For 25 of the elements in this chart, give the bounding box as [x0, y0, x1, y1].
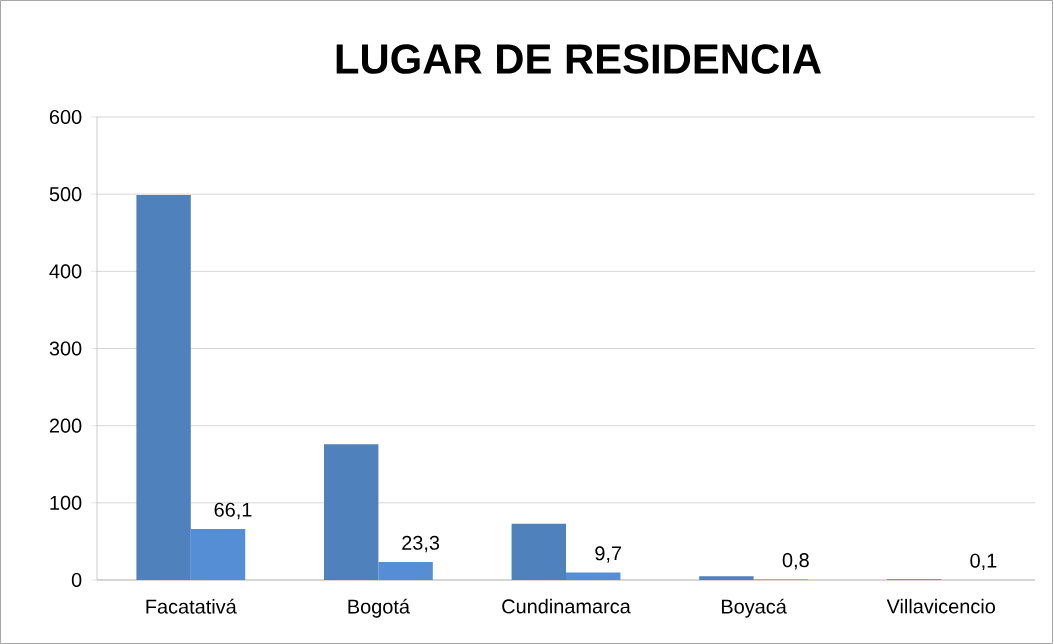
data-label: 66,1 — [214, 502, 252, 520]
y-tick-label: 600 — [49, 109, 82, 125]
y-tick-label: 0 — [71, 572, 82, 588]
x-tick-label: Bogotá — [348, 598, 410, 618]
x-tick-label: Villavicencio — [886, 598, 995, 614]
bar — [511, 523, 566, 580]
data-label: 23,3 — [402, 535, 440, 553]
data-label: 0,8 — [782, 553, 809, 570]
y-tick-label: 100 — [50, 495, 82, 510]
bar — [324, 444, 379, 580]
x-tick-label: Cundinamarca — [502, 598, 631, 614]
data-label: 0,1 — [970, 553, 997, 571]
bar — [699, 576, 754, 580]
y-tick-label: 400 — [49, 264, 82, 279]
data-label: 9,7 — [595, 546, 622, 563]
bar — [136, 194, 191, 580]
x-tick-label: Facatativá — [146, 598, 237, 614]
chart-title: LUGAR DE RESIDENCIA — [336, 44, 821, 74]
bar — [378, 562, 433, 580]
y-tick-label: 500 — [49, 187, 82, 202]
bar — [566, 572, 621, 580]
bar — [190, 528, 246, 580]
x-tick-label: Boyacá — [722, 598, 787, 618]
y-tick-label: 300 — [49, 341, 82, 356]
y-tick-label: 200 — [49, 418, 82, 433]
